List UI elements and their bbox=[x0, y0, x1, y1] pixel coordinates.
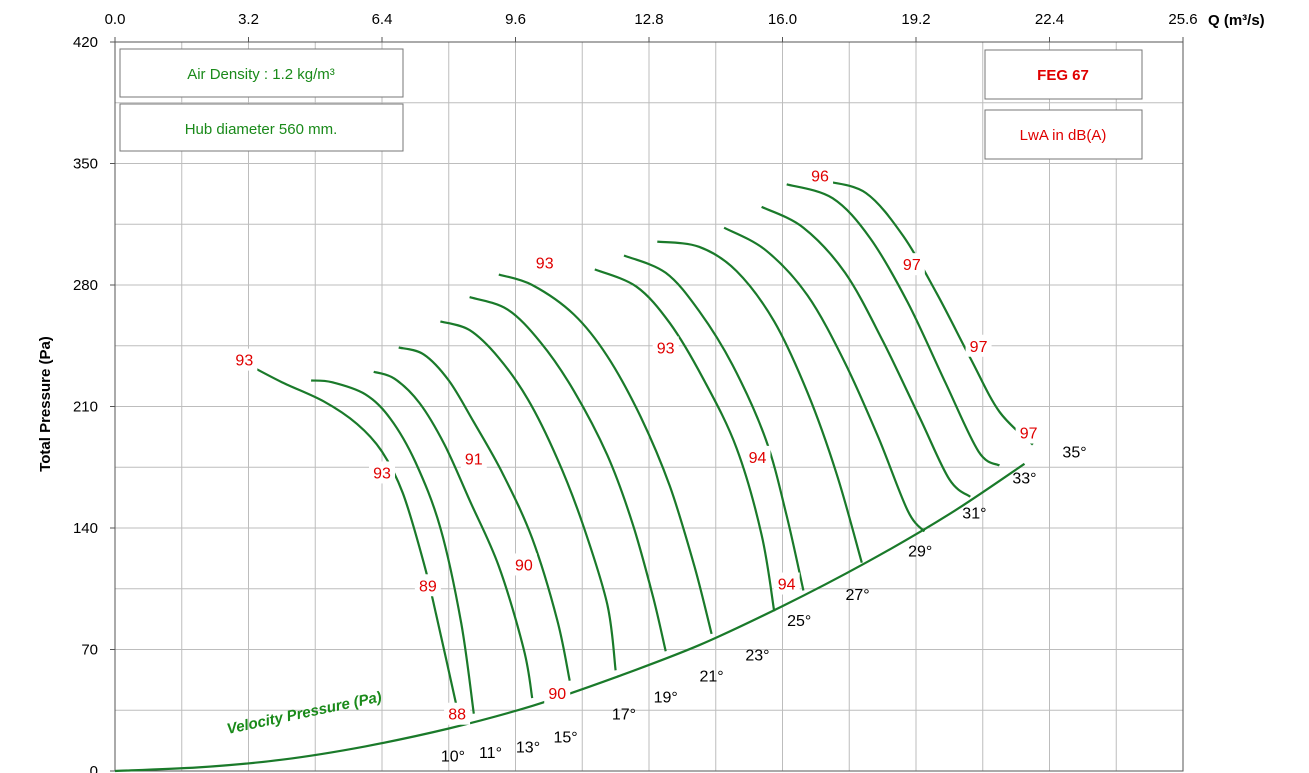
noise-level-label: 90 bbox=[548, 686, 566, 703]
noise-label-background bbox=[460, 447, 487, 470]
noise-label-background bbox=[510, 553, 537, 576]
blade-angle-label: 35° bbox=[1062, 445, 1086, 462]
blade-angle-curve bbox=[440, 320, 617, 671]
noise-level-label: 94 bbox=[749, 450, 767, 467]
noise-label-background bbox=[531, 251, 558, 274]
noise-label-background bbox=[414, 574, 441, 597]
noise-level-label: 93 bbox=[235, 353, 253, 370]
x-tick-label: 12.8 bbox=[634, 11, 663, 28]
noise-unit-box bbox=[984, 109, 1143, 160]
noise-level-label: 93 bbox=[657, 340, 675, 357]
noise-label-background bbox=[965, 334, 992, 357]
noise-label-background bbox=[898, 253, 925, 276]
blade-angle-curve bbox=[786, 183, 1001, 467]
y-axis-title: Total Pressure (Pa) bbox=[37, 336, 54, 472]
blade-angle-curve bbox=[373, 370, 534, 699]
noise-level-label: 91 bbox=[465, 452, 483, 469]
blade-angle-curve bbox=[723, 226, 926, 533]
blade-angle-label: 17° bbox=[612, 707, 636, 724]
y-tick-label: 70 bbox=[81, 642, 98, 659]
hub-diameter-box bbox=[119, 103, 404, 152]
model-text: FEG 67 bbox=[1037, 67, 1089, 84]
noise-level-label: 93 bbox=[536, 255, 554, 272]
x-axis-title: Q (m³/s) bbox=[1208, 12, 1265, 29]
x-tick-label: 19.2 bbox=[901, 11, 930, 28]
blade-angle-label: 25° bbox=[787, 613, 811, 630]
blade-angle-curve bbox=[311, 379, 475, 714]
blade-angle-curve bbox=[594, 268, 776, 612]
blade-angle-label: 27° bbox=[845, 587, 869, 604]
y-tick-labels: 0 70 140 210 280 350 420 bbox=[73, 34, 115, 773]
noise-label-background bbox=[652, 336, 679, 359]
y-tick-label: 140 bbox=[73, 520, 98, 537]
y-tick-label: 350 bbox=[73, 156, 98, 173]
x-tick-label: 3.2 bbox=[238, 11, 259, 28]
noise-level-label: 97 bbox=[903, 257, 921, 274]
blade-angle-curve bbox=[823, 179, 1034, 446]
blade-angle-label: 10° bbox=[441, 748, 465, 765]
x-tick-label: 16.0 bbox=[768, 11, 797, 28]
velocity-pressure-curve bbox=[114, 462, 1026, 773]
noise-level-label: 90 bbox=[515, 557, 533, 574]
noise-label-background bbox=[369, 461, 395, 484]
blade-angle-label: 19° bbox=[654, 689, 678, 706]
blade-angle-curve bbox=[247, 363, 459, 709]
blade-angle-curve bbox=[623, 254, 805, 591]
blade-angle-label: 15° bbox=[553, 729, 577, 746]
x-tick-labels: 0.0 3.2 6.4 9.6 12.8 16.0 19.2 22.4 25.6 bbox=[105, 11, 1198, 42]
blade-angle-curve bbox=[657, 240, 863, 564]
x-tick-label: 0.0 bbox=[105, 11, 126, 28]
blade-angle-label: 31° bbox=[962, 505, 986, 522]
noise-label-background bbox=[231, 348, 258, 371]
x-tick-label: 25.6 bbox=[1168, 11, 1197, 28]
model-box bbox=[984, 49, 1143, 100]
x-tick-label: 9.6 bbox=[505, 11, 526, 28]
blade-angle-label: 33° bbox=[1012, 471, 1036, 488]
y-tick-label: 210 bbox=[73, 399, 98, 416]
blade-angle-curve bbox=[398, 346, 571, 681]
noise-level-label: 88 bbox=[448, 707, 466, 724]
noise-level-label: 93 bbox=[373, 465, 391, 482]
noise-level-label: 97 bbox=[1020, 426, 1038, 443]
blade-angle-label: 29° bbox=[908, 544, 932, 561]
hub-diameter-text: Hub diameter 560 mm. bbox=[185, 121, 338, 138]
blade-angle-curve bbox=[469, 296, 667, 652]
noise-label-background bbox=[444, 702, 471, 725]
blade-angle-label: 13° bbox=[516, 740, 540, 757]
noise-level-label: 96 bbox=[811, 169, 829, 186]
y-tick-label: 420 bbox=[73, 34, 98, 51]
noise-label-background bbox=[744, 445, 771, 468]
blade-angle-label: 21° bbox=[699, 669, 723, 686]
noise-unit-text: LwA in dB(A) bbox=[1020, 127, 1107, 144]
blade-angle-label: 23° bbox=[745, 648, 769, 665]
noise-label-background bbox=[544, 681, 571, 704]
x-tick-label: 6.4 bbox=[372, 11, 393, 28]
noise-level-label: 97 bbox=[970, 339, 988, 356]
air-density-box bbox=[119, 48, 404, 98]
noise-level-labels: 93 93 91 89 90 90 88 93 93 94 94 96 97 97 97 bbox=[231, 164, 1042, 725]
grid bbox=[115, 42, 1183, 771]
air-density-text: Air Density : 1.2 kg/m³ bbox=[187, 66, 335, 83]
y-tick-label: 280 bbox=[73, 277, 98, 294]
noise-label-background bbox=[807, 164, 834, 187]
blade-angle-label: 11° bbox=[479, 745, 502, 762]
x-tick-label: 22.4 bbox=[1035, 11, 1064, 28]
blade-angle-labels: 10° 11° 13° 15° 17° 19° 21° 23° 25° 27° 29° 31° 33° 3… bbox=[441, 445, 1087, 766]
blade-angle-curves bbox=[247, 179, 1034, 714]
noise-label-background bbox=[1015, 421, 1042, 444]
blade-angle-curve bbox=[761, 205, 971, 498]
y-tick-label: 0 bbox=[90, 763, 98, 773]
noise-level-label: 94 bbox=[778, 577, 796, 594]
blade-angle-curve bbox=[498, 273, 713, 635]
noise-level-label: 89 bbox=[419, 578, 437, 595]
noise-label-background bbox=[773, 572, 800, 595]
